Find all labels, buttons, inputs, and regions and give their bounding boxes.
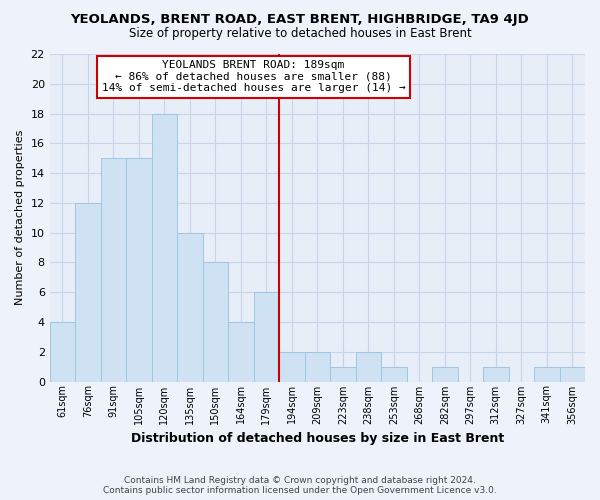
Text: Contains HM Land Registry data © Crown copyright and database right 2024.
Contai: Contains HM Land Registry data © Crown c…: [103, 476, 497, 495]
Bar: [483, 366, 509, 382]
Bar: [381, 366, 407, 382]
Bar: [432, 366, 458, 382]
Y-axis label: Number of detached properties: Number of detached properties: [15, 130, 25, 306]
Bar: [330, 366, 356, 382]
Bar: [305, 352, 330, 382]
Bar: [279, 352, 305, 382]
Bar: [534, 366, 560, 382]
Bar: [560, 366, 585, 382]
Text: YEOLANDS BRENT ROAD: 189sqm
← 86% of detached houses are smaller (88)
14% of sem: YEOLANDS BRENT ROAD: 189sqm ← 86% of det…: [102, 60, 406, 93]
X-axis label: Distribution of detached houses by size in East Brent: Distribution of detached houses by size …: [131, 432, 504, 445]
Bar: [126, 158, 152, 382]
Bar: [356, 352, 381, 382]
Text: YEOLANDS, BRENT ROAD, EAST BRENT, HIGHBRIDGE, TA9 4JD: YEOLANDS, BRENT ROAD, EAST BRENT, HIGHBR…: [71, 12, 529, 26]
Bar: [101, 158, 126, 382]
Bar: [50, 322, 75, 382]
Bar: [228, 322, 254, 382]
Bar: [203, 262, 228, 382]
Bar: [75, 203, 101, 382]
Bar: [254, 292, 279, 382]
Text: Size of property relative to detached houses in East Brent: Size of property relative to detached ho…: [128, 28, 472, 40]
Bar: [152, 114, 177, 382]
Bar: [177, 232, 203, 382]
